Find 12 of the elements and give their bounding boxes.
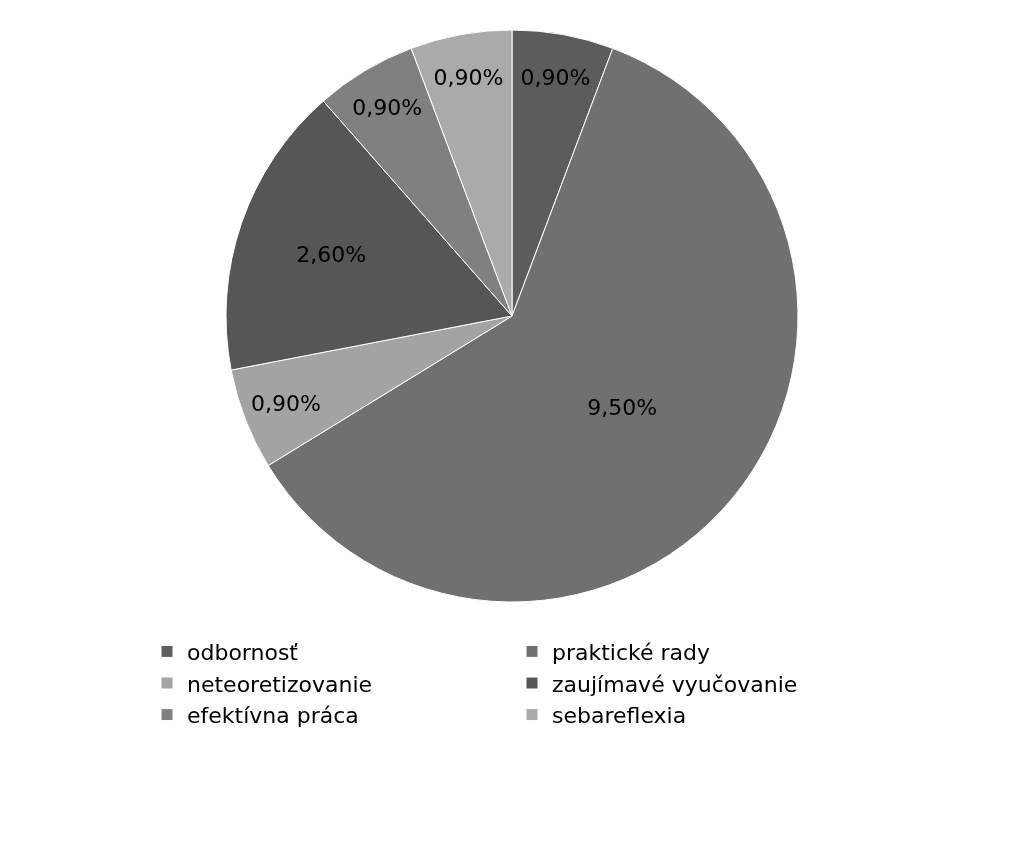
legend-label: zaujímavé vyučovanie: [552, 671, 798, 697]
legend-label: efektívna práca: [187, 703, 359, 729]
legend-label: neteoretizovanie: [187, 671, 373, 697]
data-label: 0,90%: [433, 64, 504, 90]
data-label: 0,90%: [352, 95, 423, 121]
legend-label: odbornosť: [187, 639, 299, 665]
legend-label: sebareflexia: [552, 703, 687, 729]
data-label: 0,90%: [250, 391, 321, 417]
data-label: 0,90%: [520, 64, 591, 90]
legend-label: praktické rady: [552, 639, 711, 665]
data-label: 9,50%: [587, 394, 658, 420]
data-label: 2,60%: [296, 241, 367, 267]
